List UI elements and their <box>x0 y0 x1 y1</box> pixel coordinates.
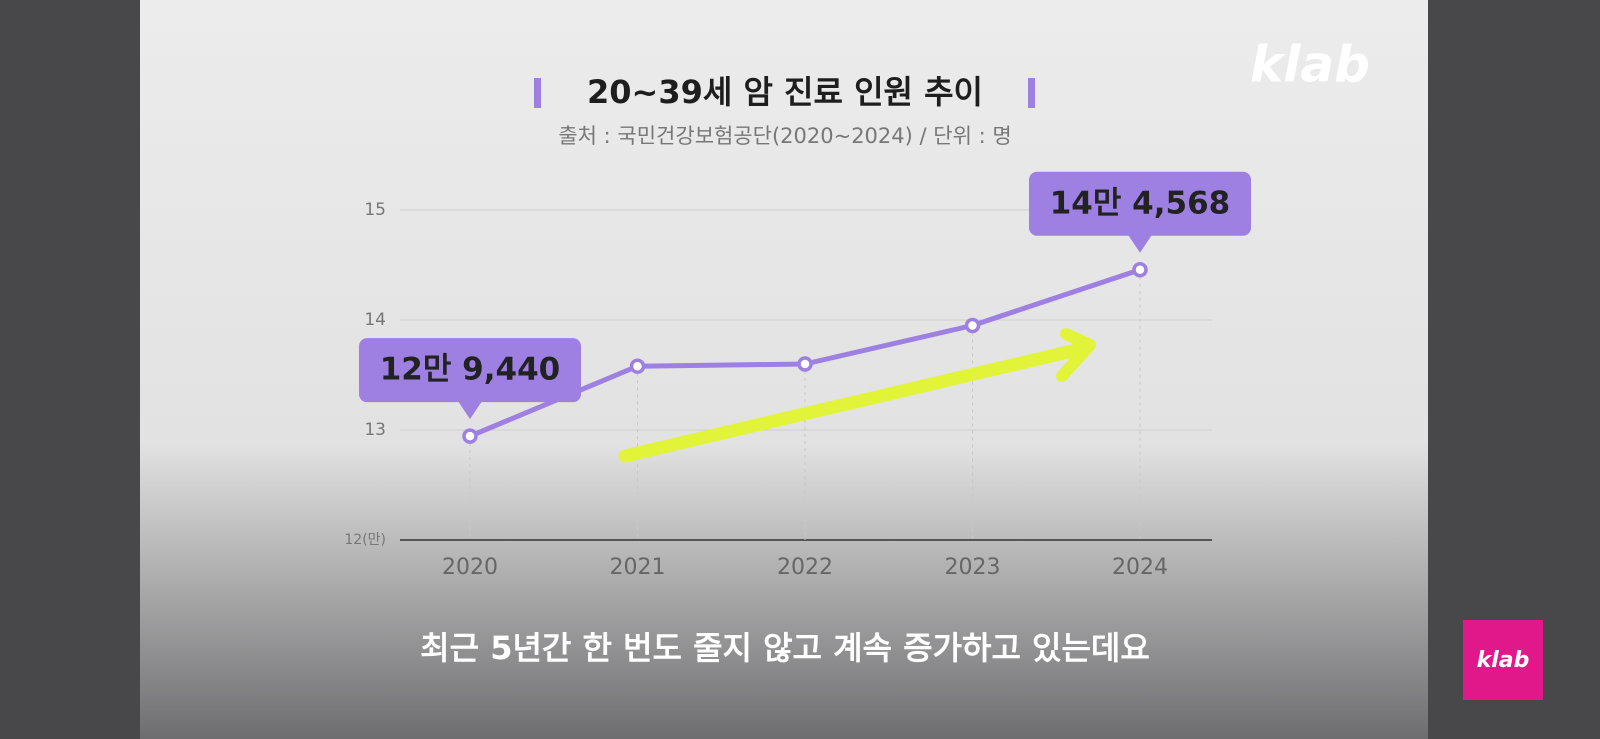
value-label-pointer <box>1128 234 1152 253</box>
x-tick-label: 2021 <box>610 555 666 580</box>
badge-logo: klab <box>1477 648 1530 673</box>
value-label: 12만 9,440 <box>380 352 561 388</box>
chart: 12(만) 13 14 15 2020 2021 2022 2023 2024 12만 9,440… <box>344 171 1251 580</box>
value-label-pointer <box>458 401 482 420</box>
value-label-box <box>1029 171 1251 236</box>
side-bar <box>1428 0 1600 739</box>
bracket <box>1028 78 1035 108</box>
slide-background <box>140 0 1428 739</box>
chart-title: 20~39세 암 진료 인원 추이 <box>587 73 983 111</box>
point <box>797 356 813 372</box>
point <box>462 428 478 444</box>
x-tick-label: 2023 <box>945 555 1001 580</box>
logo: klab <box>1250 36 1370 94</box>
point <box>964 317 981 334</box>
trend-arrow <box>618 328 1096 463</box>
arrow-shaft <box>618 341 1092 463</box>
bracket <box>534 78 541 108</box>
value-label-box <box>359 338 581 403</box>
y-tick-label: 12(만) <box>344 532 386 548</box>
value-label: 14만 4,568 <box>1050 185 1231 221</box>
caption: 최근 5년간 한 번도 줄지 않고 계속 증가하고 있는데요 <box>420 629 1150 667</box>
arrow-head <box>1056 328 1096 382</box>
point <box>629 358 646 374</box>
side-bar <box>0 0 140 739</box>
y-tick-label: 13 <box>364 420 386 440</box>
x-tick-label: 2022 <box>777 555 833 580</box>
channel-badge <box>1463 620 1543 700</box>
x-tick-label: 2020 <box>442 555 498 580</box>
point <box>1132 262 1148 278</box>
chart-subtitle: 출처 : 국민건강보험공단(2020~2024) / 단위 : 명 <box>558 124 1011 148</box>
y-tick-label: 14 <box>364 310 386 330</box>
x-tick-label: 2024 <box>1112 555 1168 580</box>
y-tick-label: 15 <box>364 200 386 220</box>
